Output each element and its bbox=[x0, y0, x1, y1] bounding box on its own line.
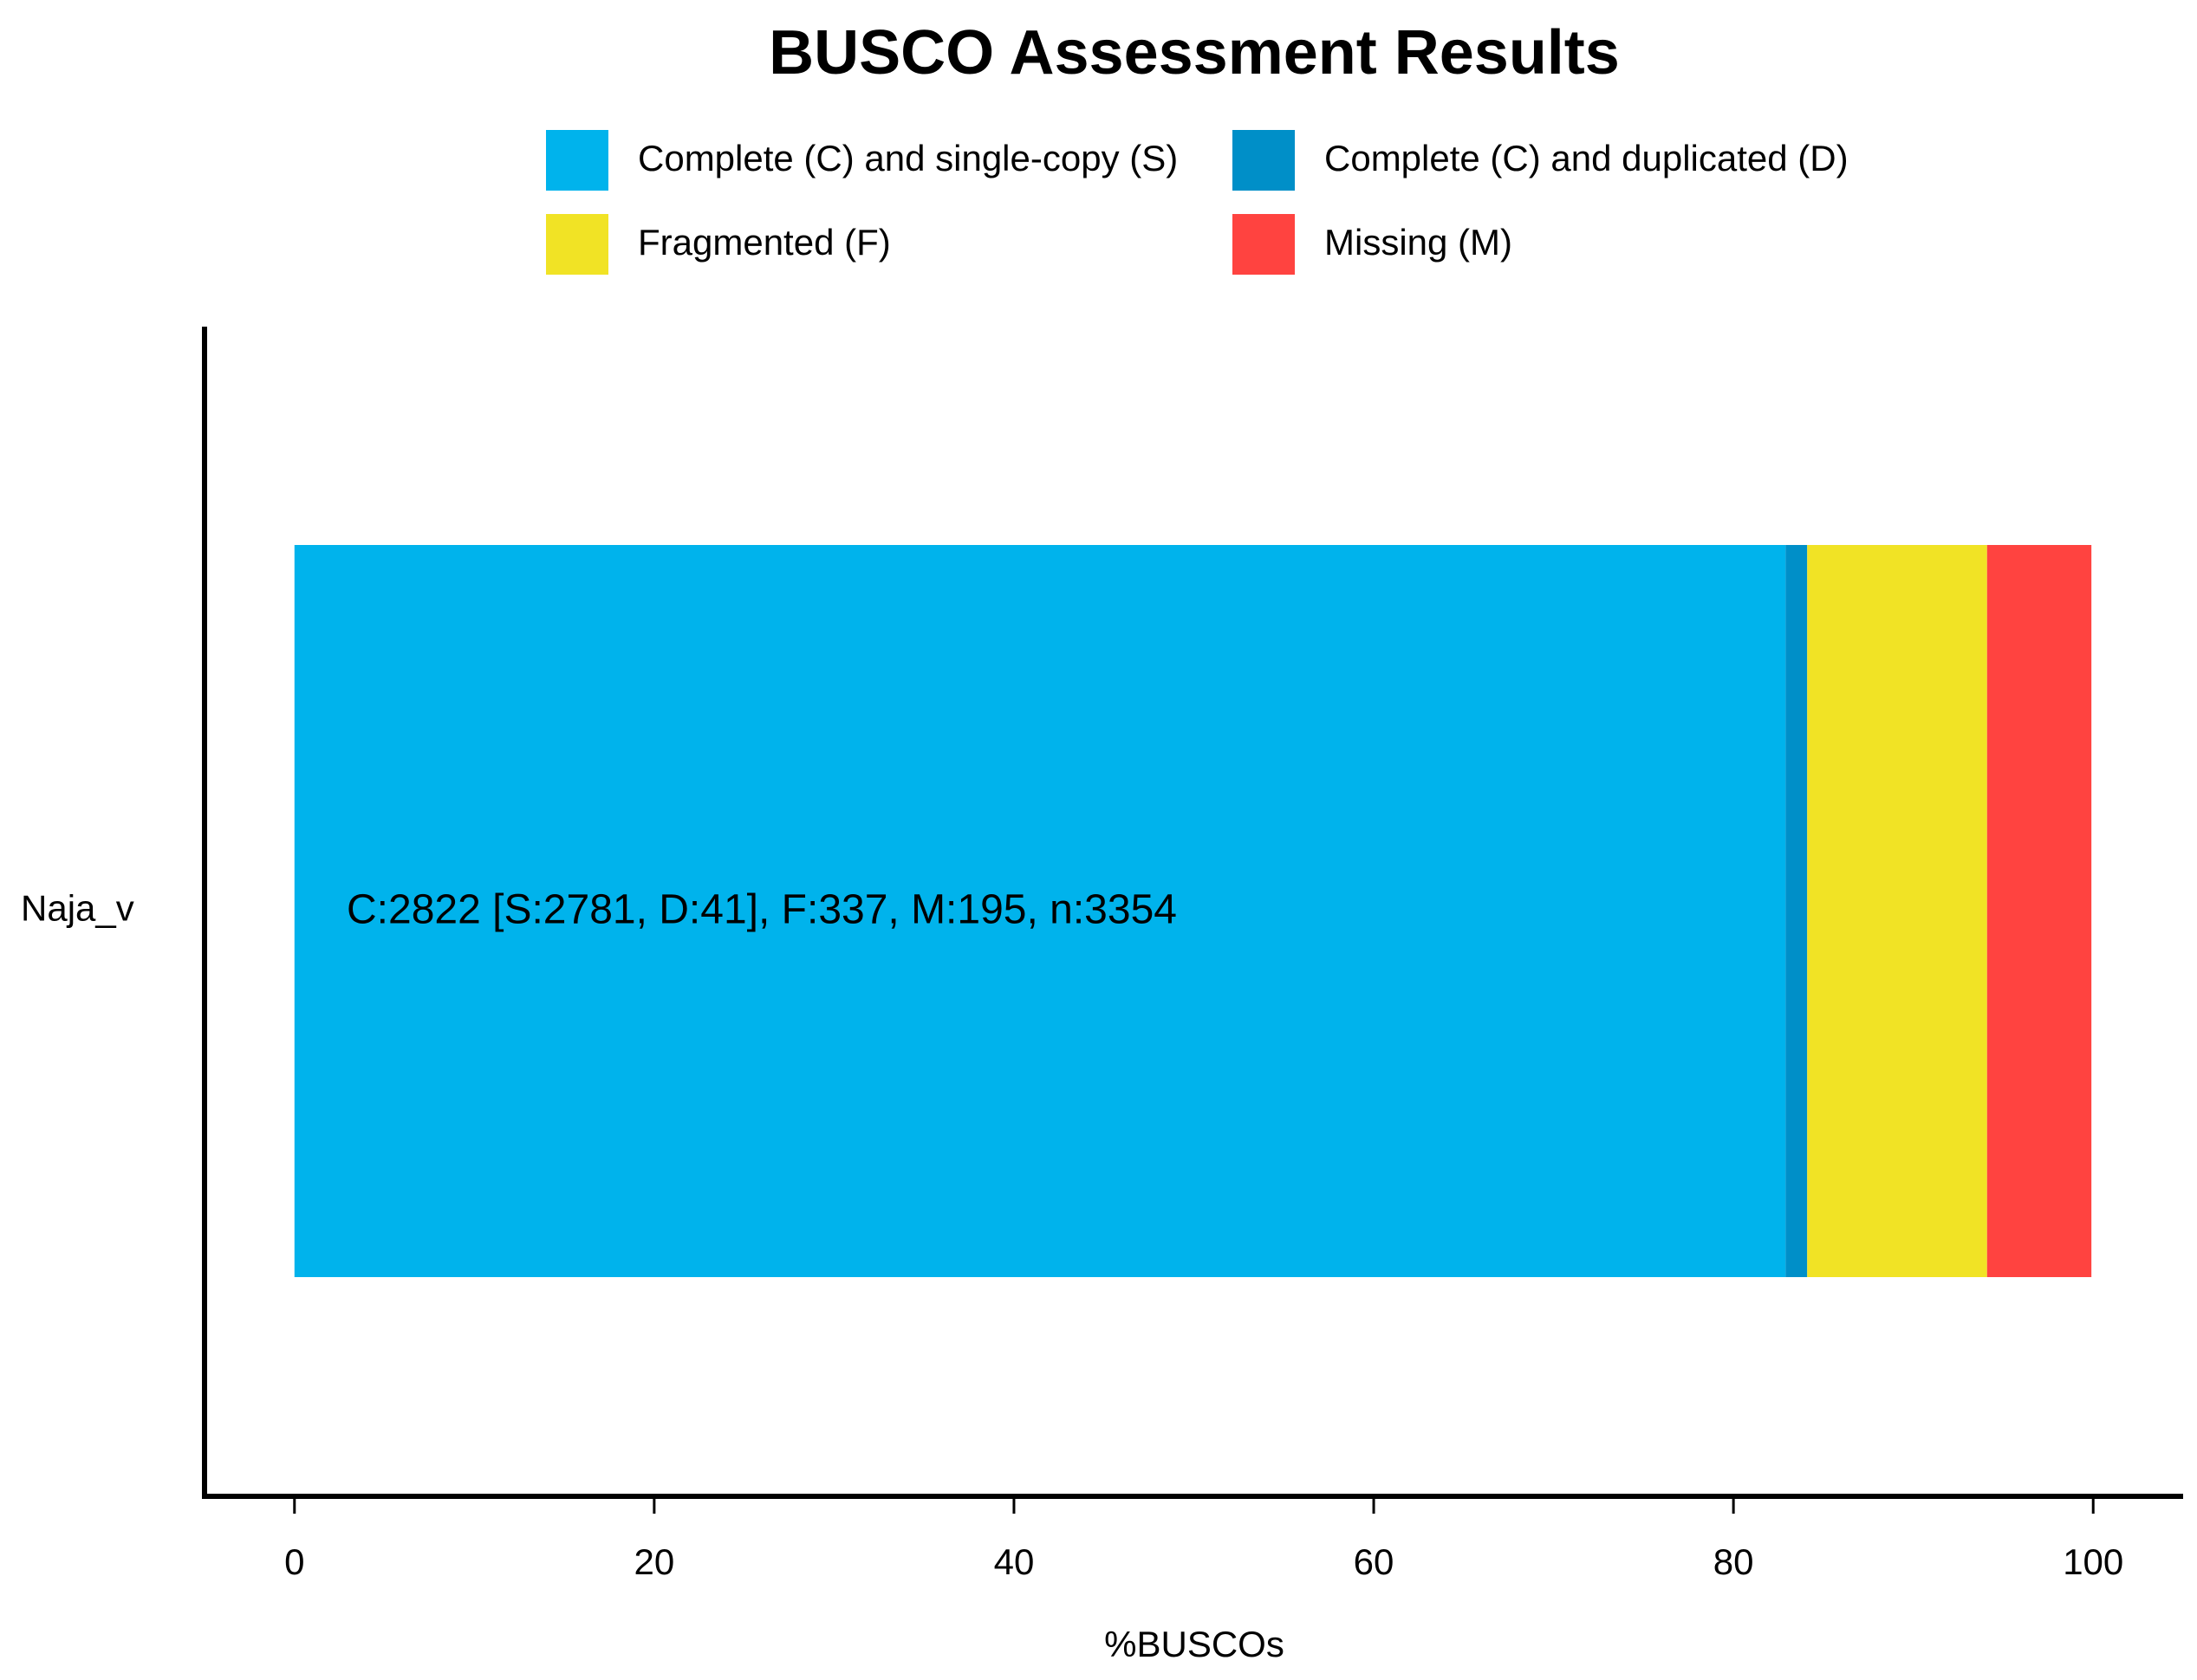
x-tick-label: 60 bbox=[1354, 1541, 1394, 1582]
legend-swatch bbox=[546, 214, 608, 275]
x-tick-label: 20 bbox=[634, 1541, 675, 1582]
legend-swatch bbox=[546, 130, 608, 191]
y-tick-label: Naja_v bbox=[21, 888, 134, 929]
x-tick-label: 80 bbox=[1713, 1541, 1754, 1582]
bar-segment bbox=[1807, 545, 1987, 1277]
bar-annotation: C:2822 [S:2781, D:41], F:337, M:195, n:3… bbox=[347, 887, 1177, 933]
x-tick-label: 100 bbox=[2063, 1541, 2123, 1582]
legend-label: Complete (C) and single-copy (S) bbox=[638, 138, 1178, 178]
legend-label: Fragmented (F) bbox=[638, 222, 891, 263]
legend-label: Complete (C) and duplicated (D) bbox=[1324, 138, 1849, 178]
x-tick-label: 40 bbox=[994, 1541, 1035, 1582]
x-axis-label: %BUSCOs bbox=[1104, 1624, 1284, 1664]
bar-segment bbox=[294, 545, 1786, 1277]
legend-swatch bbox=[1232, 130, 1295, 191]
x-tick-label: 0 bbox=[284, 1541, 304, 1582]
bar-segment bbox=[1785, 545, 1808, 1277]
legend-swatch bbox=[1232, 214, 1295, 275]
legend-label: Missing (M) bbox=[1324, 222, 1512, 263]
bar-segment bbox=[1986, 545, 2092, 1277]
chart-title: BUSCO Assessment Results bbox=[769, 18, 1620, 88]
